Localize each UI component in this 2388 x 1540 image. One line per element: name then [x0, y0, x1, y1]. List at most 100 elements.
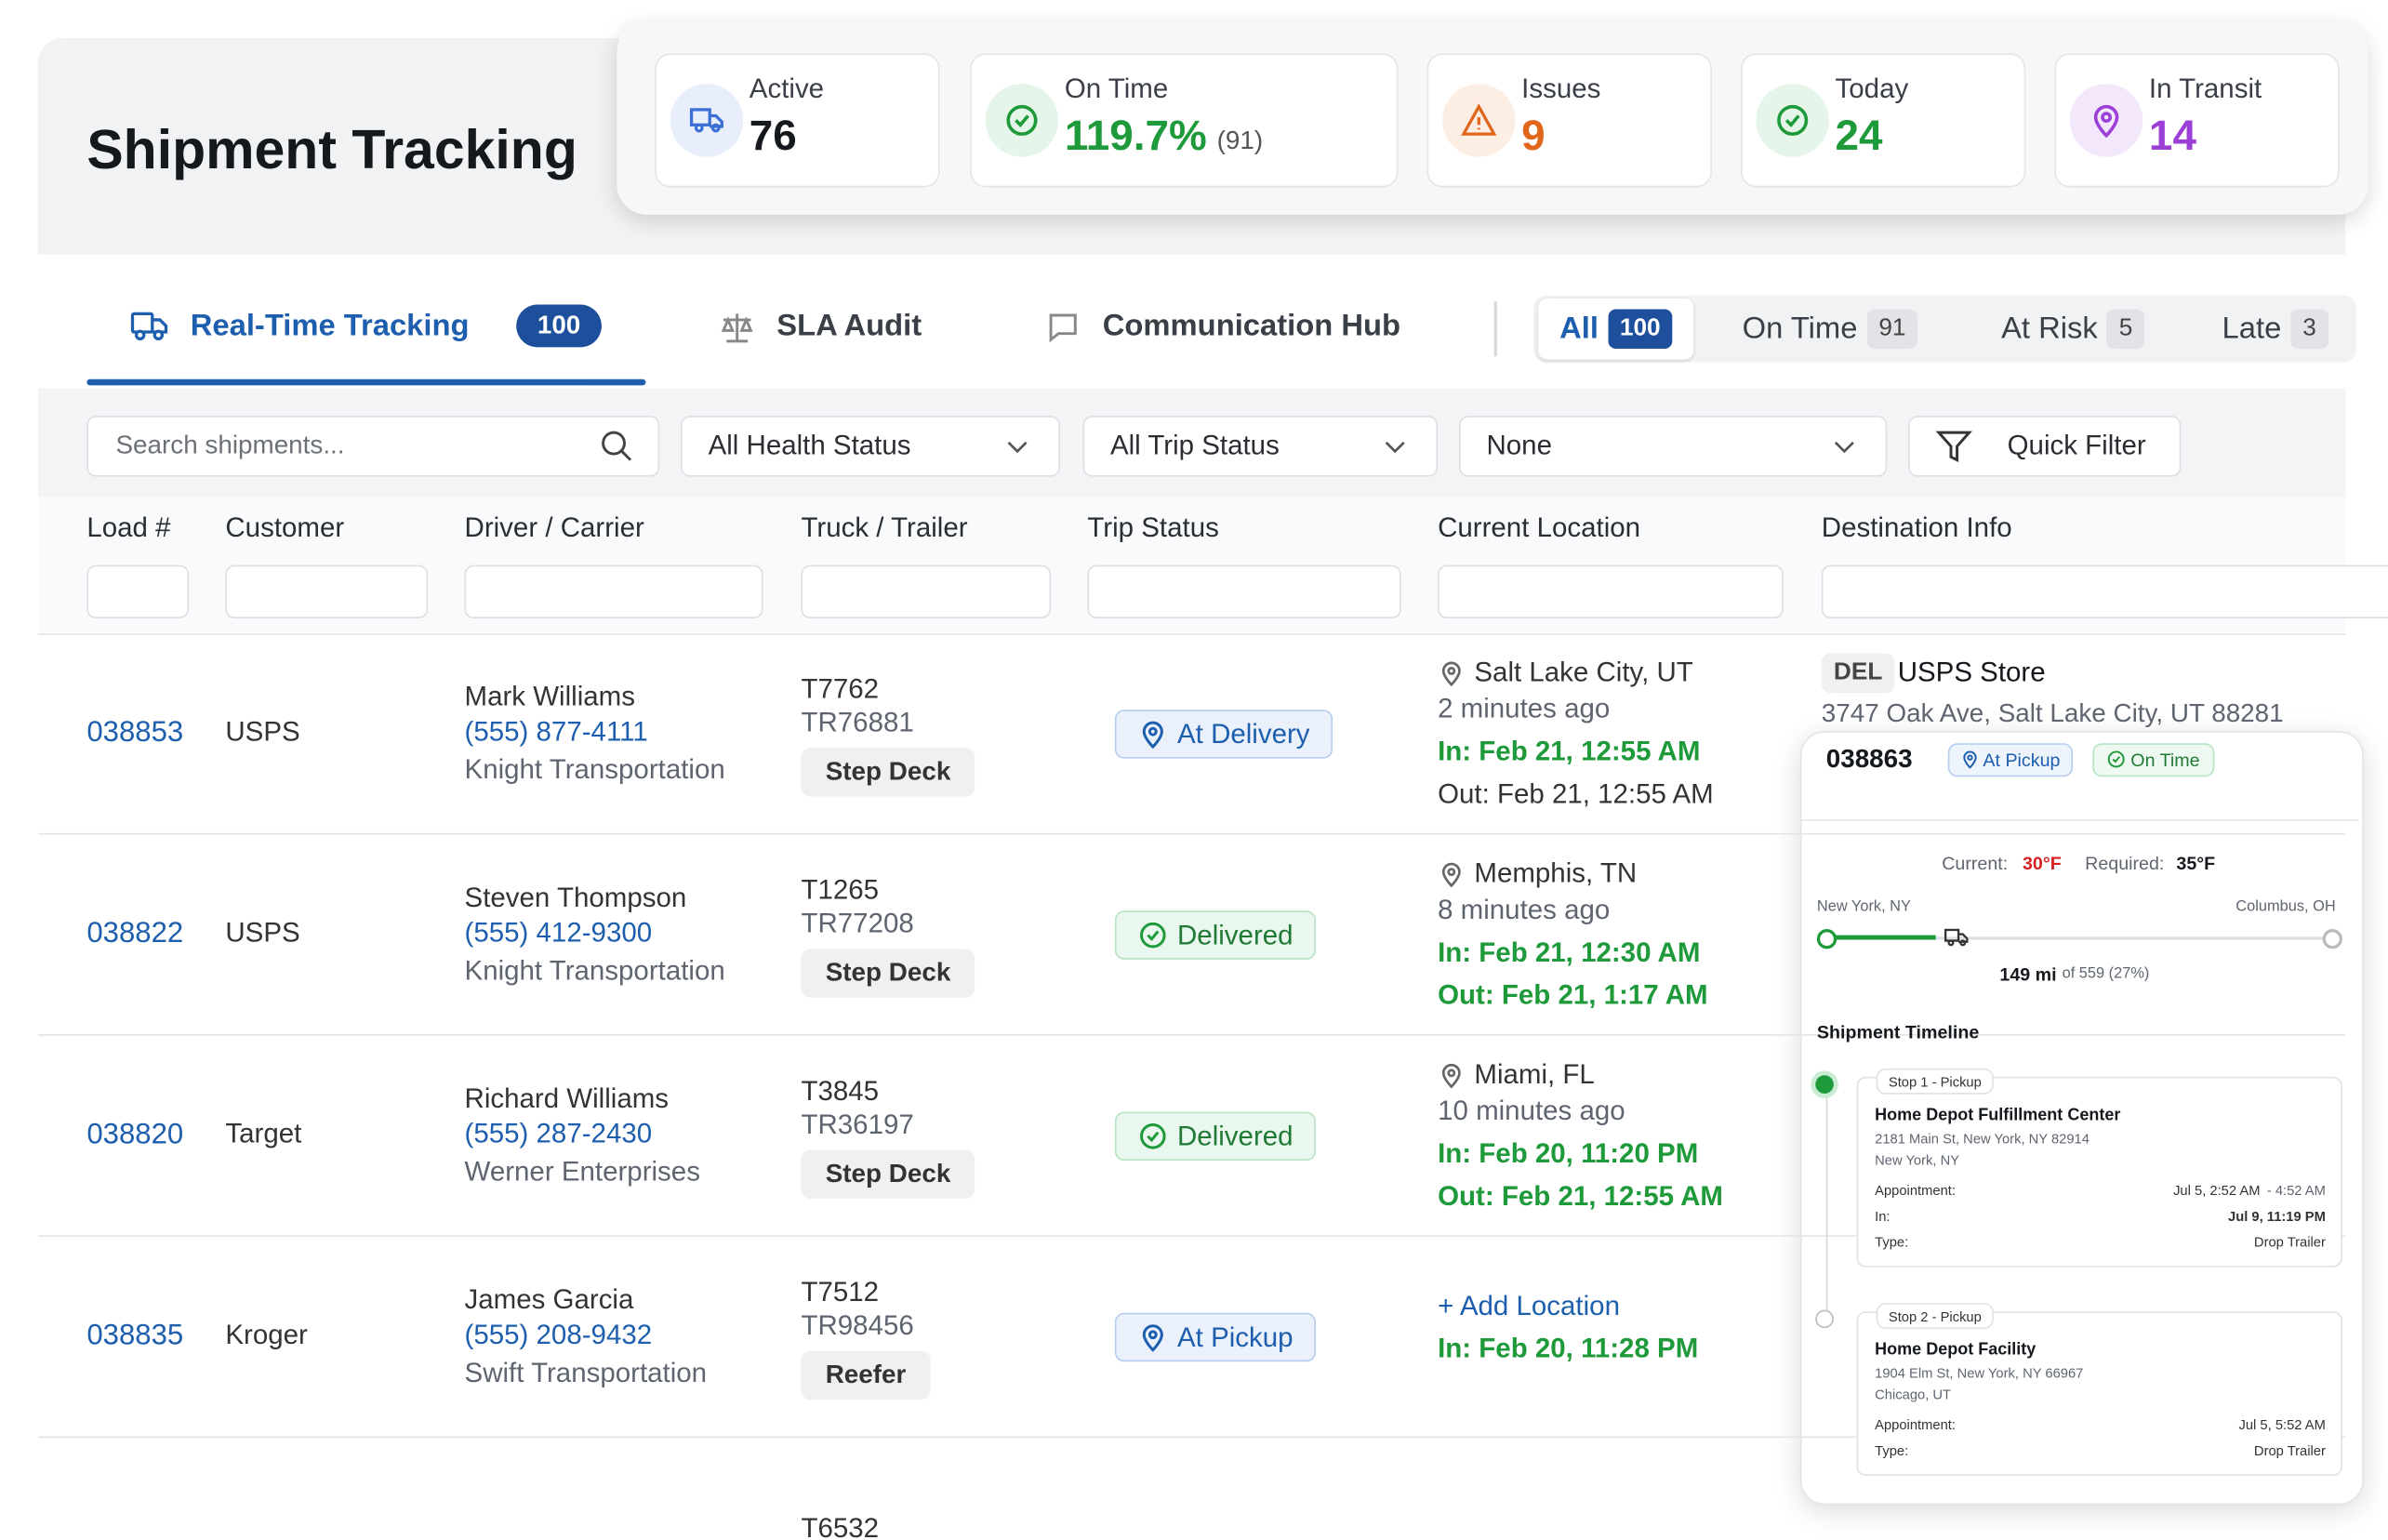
arrival: In: Feb 20, 11:28 PM	[1438, 1333, 1699, 1364]
trip-status-badge: Delivered	[1114, 910, 1317, 960]
load-number[interactable]: 038853	[86, 716, 184, 750]
status-filter-count: 3	[2290, 309, 2328, 350]
health-icon	[2106, 750, 2126, 769]
chevron	[1002, 431, 1033, 461]
status-filter[interactable]: All 100	[1538, 299, 1694, 360]
dropdown[interactable]	[1082, 416, 1439, 477]
stop-field-value: Drop Trailer	[2253, 1234, 2326, 1250]
status-filter[interactable]: At Risk 5	[1980, 299, 2166, 360]
route-truck	[1944, 924, 1970, 950]
timeline-line	[1825, 1096, 1828, 1325]
destination-type: DEL	[1821, 653, 1895, 694]
quick-filter-label: Quick Filter	[2007, 430, 2146, 460]
phone[interactable]: (555) 877-4111	[464, 716, 648, 747]
stop-appointment-end: - 4:52 AM	[2266, 1182, 2326, 1199]
trailer: TR36197	[801, 1109, 914, 1140]
column-filter-input[interactable]	[225, 564, 429, 618]
load-number[interactable]: 038820	[86, 1119, 184, 1151]
stop-field-value: Drop Trailer	[2253, 1442, 2326, 1459]
popup-load: 038863	[1825, 744, 1913, 774]
stop-field-label: Appointment:	[1875, 1417, 1957, 1433]
status-filter-count: 91	[1866, 309, 1918, 350]
trailer: TR76881	[801, 707, 914, 738]
status-filter[interactable]: On Time 91	[1721, 299, 1940, 360]
customer: Kroger	[225, 1319, 308, 1350]
column-filter-input[interactable]	[801, 564, 1052, 618]
load-number[interactable]: 038822	[86, 917, 184, 950]
arrival: In: Feb 21, 12:55 AM	[1438, 736, 1701, 767]
scale-icon	[721, 313, 753, 343]
tab-label[interactable]: Real-Time Tracking	[190, 309, 470, 343]
dropdown[interactable]	[681, 416, 1060, 477]
tab-underline	[86, 378, 646, 386]
driver: James Garcia	[464, 1283, 634, 1315]
equipment-badge: Step Deck	[801, 1149, 975, 1199]
divider	[1493, 301, 1497, 357]
chevron	[1380, 431, 1411, 461]
timeline-dot	[1815, 1309, 1834, 1329]
status-icon	[1137, 920, 1168, 950]
column-filter-input[interactable]	[1438, 564, 1784, 618]
dropdown-label: All Health Status	[708, 430, 911, 460]
stat-label: On Time	[1064, 73, 1169, 104]
phone[interactable]: (555) 412-9300	[464, 917, 653, 949]
route-track	[1825, 936, 2332, 940]
status-filter-label: Late	[2222, 311, 2282, 345]
tab-label[interactable]: Communication Hub	[1102, 309, 1401, 343]
trailer: TR77208	[801, 908, 914, 939]
driver: Mark Williams	[464, 681, 635, 712]
column-filter-input[interactable]	[1821, 564, 2388, 618]
customer: USPS	[225, 716, 300, 747]
truck: T1265	[801, 874, 880, 906]
temp-required: 35°F	[2176, 852, 2216, 874]
stop-field-label: Type:	[1875, 1234, 1909, 1250]
stat-note: (91)	[1216, 126, 1264, 155]
route-destination: Columbus, OH	[2235, 898, 2336, 916]
stat-icon	[688, 102, 724, 139]
search-input[interactable]	[86, 416, 660, 477]
column-filter-input[interactable]	[86, 564, 190, 618]
chevron	[1829, 431, 1860, 461]
add-location[interactable]: + Add Location	[1438, 1290, 1620, 1321]
stat-label: In Transit	[2148, 73, 2262, 104]
destination-address: 3747 Oak Ave, Salt Lake City, UT 88281	[1821, 698, 2284, 728]
truck: T7762	[801, 673, 880, 704]
route-end	[2322, 929, 2342, 949]
status-filter[interactable]: Late 3	[2201, 299, 2350, 360]
column-filter-input[interactable]	[464, 564, 763, 618]
equipment-badge: Step Deck	[801, 748, 975, 797]
tab-label[interactable]: SLA Audit	[776, 309, 922, 343]
route-start	[1816, 929, 1837, 949]
phone[interactable]: (555) 208-9432	[464, 1319, 653, 1350]
stop-address: 1904 Elm St, New York, NY 66967	[1875, 1365, 2084, 1381]
row-separator	[37, 1034, 2346, 1036]
route-miles: 149 mi	[1999, 963, 2057, 986]
status-icon	[1137, 1322, 1168, 1353]
stat-label: Today	[1835, 73, 1909, 104]
route-progress	[1825, 935, 1936, 940]
quick-filter-button[interactable]	[1908, 416, 2182, 477]
arrival: In: Feb 20, 11:20 PM	[1438, 1137, 1699, 1169]
trip-status-badge: At Pickup	[1114, 1312, 1317, 1362]
departure: Out: Feb 21, 12:55 AM	[1438, 778, 1714, 810]
stat-value: 24	[1835, 111, 1883, 159]
load-number[interactable]: 038835	[86, 1320, 184, 1352]
destination-name: USPS Store	[1897, 657, 2046, 687]
column-header: Load #	[86, 511, 171, 543]
location: Memphis, TN	[1474, 857, 1638, 889]
column-header: Driver / Carrier	[464, 511, 644, 543]
status-filter-label: On Time	[1742, 311, 1858, 345]
dropdown[interactable]	[1459, 416, 1888, 477]
status-filter-label: All	[1559, 311, 1599, 345]
phone[interactable]: (555) 287-2430	[464, 1118, 653, 1149]
row-separator	[37, 832, 2346, 835]
temp-current: 30°F	[2022, 852, 2062, 874]
status-icon	[1137, 1121, 1168, 1151]
column-header: Customer	[225, 511, 345, 543]
stat-icon	[1774, 102, 1811, 139]
stop-card	[1856, 1076, 2342, 1268]
column-filter-input[interactable]	[1087, 564, 1401, 618]
departure: Out: Feb 21, 1:17 AM	[1438, 979, 1708, 1011]
status-filter-count: 100	[1607, 309, 1673, 350]
